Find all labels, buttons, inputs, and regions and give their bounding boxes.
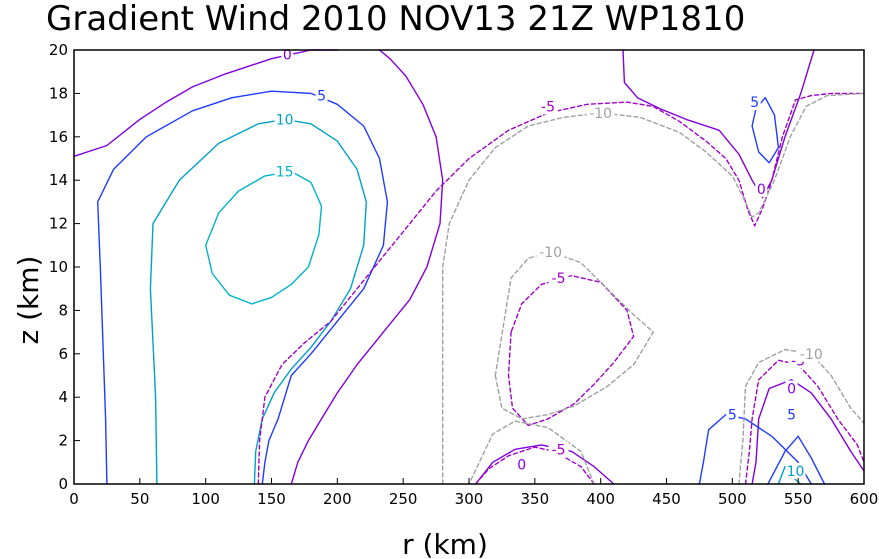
x-tick-label: 50 xyxy=(130,490,149,508)
x-tick-label: 100 xyxy=(191,490,220,508)
contour-layer xyxy=(73,49,865,485)
contour-label-bg xyxy=(797,345,826,362)
contour-label: -10 xyxy=(800,347,823,363)
y-tick-label: 6 xyxy=(58,345,68,363)
y-axis-ticks: 0 2 4 6 8 10 12 14 16 18 20 xyxy=(49,41,80,493)
contour-line-neg10-18 xyxy=(468,420,595,485)
contour-label-bg xyxy=(538,98,558,115)
contour-line-0-1 xyxy=(290,49,444,485)
contour-line-neg5-13 xyxy=(507,275,635,427)
x-tick-label: 550 xyxy=(784,490,813,508)
contour-label-bg xyxy=(515,456,528,473)
contour-line-neg10-17 xyxy=(494,251,654,420)
x-axis-label: r (km) xyxy=(402,528,488,559)
y-tick-label: 20 xyxy=(49,41,68,59)
contour-label: -10 xyxy=(539,245,562,261)
contour-label-bg xyxy=(586,104,615,121)
contour-label-bg xyxy=(748,94,761,111)
contour-label-bg xyxy=(785,406,798,423)
contour-label: 5 xyxy=(317,89,326,105)
y-tick-label: 12 xyxy=(49,215,68,233)
contour-label: 10 xyxy=(787,464,805,480)
x-axis-ticks: 0 50 100 150 200 250 300 350 400 450 500 550 600 xyxy=(69,478,878,508)
contour-label-bg xyxy=(315,87,328,104)
contour-label-bg xyxy=(755,180,768,197)
contour-line-0-3 xyxy=(751,379,865,485)
contour-label-bg xyxy=(548,441,569,458)
contour-label: 0 xyxy=(787,382,796,398)
y-tick-label: 10 xyxy=(49,258,68,276)
x-tick-label: 0 xyxy=(69,490,79,508)
contour-label-bg xyxy=(785,462,806,479)
contour-label-bg xyxy=(548,269,569,286)
x-tick-label: 250 xyxy=(389,490,418,508)
y-tick-label: 8 xyxy=(58,301,68,319)
x-tick-label: 150 xyxy=(257,490,286,508)
contour-label: 0 xyxy=(283,47,292,63)
contour-label: -5 xyxy=(552,271,566,287)
y-axis-label: z (km) xyxy=(12,256,45,345)
contour-label: 10 xyxy=(276,112,294,128)
contour-line-15-11 xyxy=(205,170,323,305)
contour-label: 5 xyxy=(750,95,759,111)
y-tick-label: 16 xyxy=(49,128,68,146)
x-tick-label: 200 xyxy=(323,490,352,508)
contour-label-bg xyxy=(274,111,295,128)
chart-title: Gradient Wind 2010 NOV13 21Z WP1810 xyxy=(46,0,745,39)
x-tick-label: 500 xyxy=(718,490,747,508)
x-tick-label: 300 xyxy=(455,490,484,508)
x-tick-label: 600 xyxy=(850,490,879,508)
contour-label-bg xyxy=(536,243,565,260)
y-tick-label: 0 xyxy=(58,475,68,493)
contour-line-0-2 xyxy=(474,444,615,485)
contour-label: 5 xyxy=(728,408,737,424)
y-tick-label: 18 xyxy=(49,84,68,102)
contour-label: -5 xyxy=(541,99,555,115)
contour-line-10-9 xyxy=(149,118,367,485)
contour-label: 0 xyxy=(757,182,766,198)
contour-label-bg xyxy=(726,406,739,423)
y-tick-label: 4 xyxy=(58,388,68,406)
y-tick-label: 14 xyxy=(49,171,68,189)
contour-label-bg xyxy=(785,380,798,397)
contour-label: -10 xyxy=(589,106,612,122)
contour-line-neg5-14 xyxy=(474,446,595,485)
contour-label-bg xyxy=(274,163,295,180)
y-tick-label: 2 xyxy=(58,432,68,450)
contour-line-neg10-16 xyxy=(442,92,865,485)
contour-line-0-0 xyxy=(73,49,338,157)
contour-label: 5 xyxy=(787,408,796,424)
contour-line-neg10-19 xyxy=(738,348,865,485)
x-tick-label: 450 xyxy=(652,490,681,508)
contour-line-5-7 xyxy=(767,435,826,485)
x-tick-label: 400 xyxy=(586,490,615,508)
contour-label: 0 xyxy=(517,457,526,473)
contour-line-5-5 xyxy=(97,90,389,485)
contour-label: -5 xyxy=(552,442,566,458)
contour-line-neg5-12 xyxy=(257,92,865,485)
x-tick-label: 350 xyxy=(521,490,550,508)
contour-label: 15 xyxy=(276,165,294,181)
contour-line-0-4 xyxy=(622,49,815,199)
